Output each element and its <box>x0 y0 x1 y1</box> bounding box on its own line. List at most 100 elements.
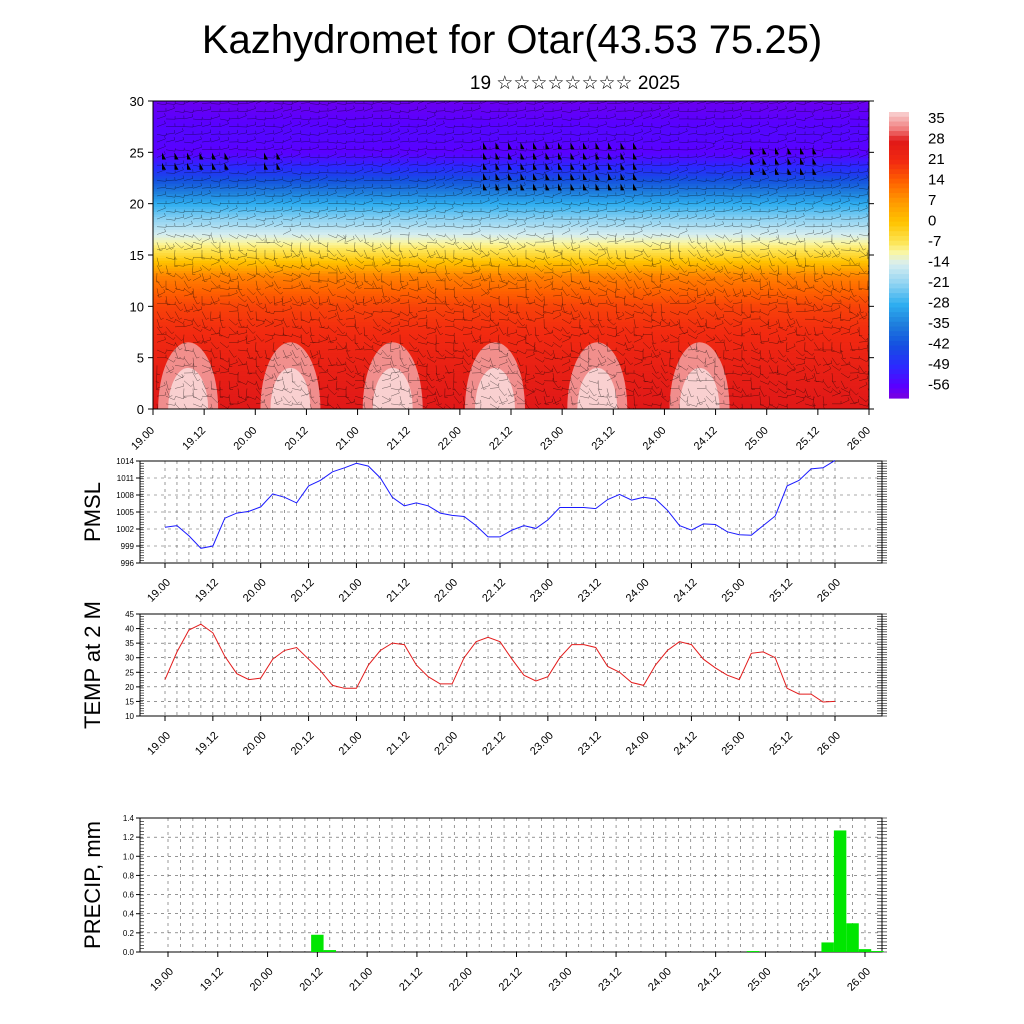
wind-barb <box>353 242 356 252</box>
wind-barb <box>570 109 580 112</box>
wind-barb <box>345 307 355 312</box>
wind-barb <box>462 241 470 249</box>
wind-barb <box>390 300 400 305</box>
wind-barb <box>651 108 661 112</box>
wind-barb-flag <box>578 244 580 248</box>
wind-barb <box>273 148 283 151</box>
wind-barb <box>165 296 168 306</box>
wind-barb <box>498 318 508 321</box>
wind-barb <box>309 242 311 252</box>
wind-barb <box>381 326 390 333</box>
wind-barb-flag <box>701 256 704 259</box>
wind-barb-flag <box>242 294 246 297</box>
wind-barb <box>525 180 535 182</box>
wind-barb <box>417 132 427 135</box>
wind-barb <box>291 364 301 366</box>
wind-barb <box>543 365 552 372</box>
wind-barb-flag <box>470 367 472 371</box>
wind-barb <box>246 403 251 409</box>
wind-barb-flag <box>700 325 704 328</box>
wind-barb <box>552 365 558 374</box>
wind-barb-flag <box>272 220 274 224</box>
wind-barb-flag <box>648 293 652 296</box>
wind-barb-flag <box>209 106 212 110</box>
wind-barb-flag <box>277 364 281 366</box>
wind-barb <box>291 234 301 239</box>
wind-barb-flag <box>656 386 660 389</box>
wind-barb <box>453 303 463 307</box>
wind-barb <box>219 334 229 339</box>
wind-barb-flag <box>479 221 481 225</box>
wind-barb <box>345 372 354 379</box>
wind-barb-flag <box>515 113 517 117</box>
wind-barb <box>480 318 490 322</box>
wind-barb <box>561 148 571 151</box>
warm-maximum-core <box>475 367 515 409</box>
wind-barb-flag <box>561 303 563 307</box>
wind-barb-flag <box>336 235 338 239</box>
wind-barb <box>597 242 604 250</box>
wind-barb <box>381 242 388 250</box>
wind-barb <box>381 378 391 382</box>
wind-barb <box>210 186 220 189</box>
wind-barb <box>318 326 328 329</box>
wind-barb <box>390 207 400 212</box>
wind-barb <box>480 303 490 308</box>
wind-barb-flag <box>362 221 364 225</box>
wind-barb <box>516 265 526 267</box>
wind-barb-flag <box>614 136 616 140</box>
wind-barb-flag <box>658 376 661 380</box>
wind-barb <box>561 356 571 358</box>
wind-barb <box>534 357 543 363</box>
wind-barb-flag <box>380 298 383 302</box>
wind-barb <box>264 318 273 325</box>
wind-barb <box>534 153 544 158</box>
wind-barb <box>381 257 389 265</box>
wind-barb-flag <box>271 376 274 380</box>
wind-barb-flag <box>236 382 238 386</box>
wind-barb-flag <box>566 293 570 297</box>
wind-barb <box>183 234 193 238</box>
wind-barb <box>687 299 697 304</box>
wind-barb <box>264 392 274 397</box>
wind-barb <box>498 124 508 127</box>
wind-barb <box>165 334 174 340</box>
wind-barb <box>192 319 199 327</box>
wind-barb <box>624 257 634 260</box>
wind-barb <box>552 342 561 348</box>
wind-barb-flag <box>551 343 554 347</box>
wind-barb <box>669 226 679 229</box>
wind-barb <box>498 203 508 206</box>
wind-barb <box>642 280 647 290</box>
wind-barb-flag <box>407 174 409 178</box>
wind-barb <box>201 234 211 236</box>
wind-barb <box>552 399 562 405</box>
wind-barb <box>561 311 571 315</box>
wind-barb <box>381 386 391 389</box>
wind-barb-flag <box>678 276 680 280</box>
wind-barb <box>300 211 310 214</box>
wind-barb <box>273 223 283 228</box>
wind-barb <box>291 186 301 189</box>
wind-barb <box>642 216 652 220</box>
wind-barb-flag <box>378 370 381 373</box>
wind-barb-flag <box>658 289 661 293</box>
wind-barb <box>480 125 490 127</box>
wind-barb <box>624 101 634 104</box>
wind-barb <box>543 311 553 314</box>
wind-barb <box>633 253 643 258</box>
wind-barb <box>345 172 355 174</box>
wind-barb-flag <box>560 114 563 118</box>
wind-barb-flag <box>235 322 238 326</box>
heatmap-band <box>153 216 869 220</box>
wind-barb-flag <box>470 167 473 172</box>
wind-barb <box>615 311 620 321</box>
wind-barb <box>678 280 688 284</box>
wind-barb-flag <box>568 284 571 287</box>
wind-barb <box>183 111 193 113</box>
wind-barb-flag <box>236 221 239 226</box>
wind-barb <box>579 223 589 227</box>
wind-barb-flag <box>300 235 302 239</box>
wind-barb <box>579 180 589 182</box>
wind-barb <box>210 349 215 359</box>
